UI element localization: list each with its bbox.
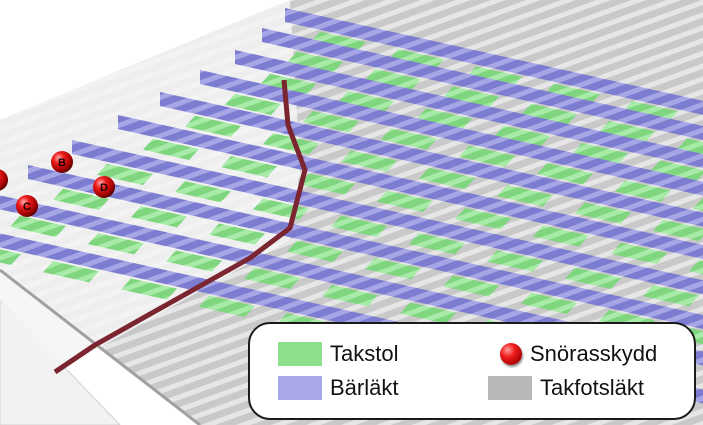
rafter-segment [166, 250, 222, 272]
rafter-segment [310, 31, 366, 53]
batten-strip [262, 28, 703, 140]
rafter-segment [693, 197, 703, 211]
rafter-segment [497, 185, 553, 207]
rafter-segment [487, 250, 543, 272]
rafter-segment [225, 93, 281, 115]
rafter-segment [287, 240, 343, 262]
rafter-segment [443, 86, 499, 108]
rafter-segment [244, 267, 300, 289]
rafter-segment [0, 249, 21, 265]
rafter-segment [575, 202, 631, 224]
rafter-segment [260, 73, 316, 95]
legend-item-takfotslakt: Takfotsläkt [488, 376, 644, 400]
rafter-segment [455, 208, 511, 230]
rafter-segment [299, 173, 355, 195]
legend-item-snorasskydd: Snörasskydd [500, 343, 657, 365]
rafter-segment [653, 219, 703, 241]
rafter-segment [199, 295, 255, 317]
rafter-segment [365, 258, 421, 280]
rafter-segment [533, 225, 589, 247]
rafter-segment [10, 215, 66, 237]
rafter-segment [599, 121, 655, 143]
batten-strip [72, 140, 703, 295]
rafter-segment [409, 233, 465, 255]
rafter-segment [221, 156, 277, 178]
roof-section-line [53, 79, 308, 375]
batten-strip [118, 115, 703, 259]
rafter-segment [331, 215, 387, 237]
takfotslakt-swatch [488, 376, 532, 400]
snow-guard-marker: B [51, 151, 73, 173]
rafter-segment [341, 150, 397, 172]
legend-label: Bärläkt [330, 375, 399, 400]
marker-label-b: B [58, 157, 66, 169]
rafter-segment [521, 103, 577, 125]
rafter-segment [338, 91, 394, 113]
rafter-segment [521, 292, 577, 314]
legend-item-barlakt: Bärläkt [278, 376, 398, 400]
rafter-segment [322, 285, 378, 307]
batten-strip [160, 92, 703, 227]
rafter-segment [537, 163, 593, 185]
marker-label-d: D [100, 182, 108, 194]
takstol-swatch [278, 342, 322, 366]
rafter-segment [143, 138, 199, 160]
snow-guard-marker: C [16, 195, 38, 217]
legend-item-takstol: Takstol [278, 342, 398, 366]
rafter-segment [416, 108, 472, 130]
snow-guard-marker: D [93, 176, 115, 198]
red-ball-icon [500, 343, 522, 365]
rafter-segment [263, 133, 319, 155]
snow-guard-marker [0, 169, 8, 191]
rafter-segment [97, 163, 153, 185]
rafter-segment [443, 275, 499, 297]
legend-label: Snörasskydd [530, 341, 658, 366]
rafter-segment [121, 278, 177, 300]
rafter-segment [622, 101, 678, 123]
rafter-segment [611, 242, 667, 264]
legend-label: Takstol [330, 341, 399, 366]
rafter-segment [185, 115, 241, 137]
rafter-segment [377, 190, 433, 212]
rafter-segment [419, 167, 475, 189]
rafter-segment [494, 125, 550, 147]
rafter-segment [544, 83, 600, 105]
rafter-segment [303, 111, 359, 133]
rafter-segment [400, 302, 456, 324]
rafter-segment [209, 223, 265, 245]
rafter-segment [677, 138, 703, 156]
rafter-segment [565, 267, 621, 289]
rafter-segment [53, 188, 109, 210]
barlakt-swatch [278, 376, 322, 400]
rafter-segments [0, 31, 703, 404]
rafter-segment [43, 261, 99, 283]
batten-strip [235, 50, 703, 168]
legend: Takstol Snörasskydd Bärläkt Takfotsläkt [248, 322, 696, 420]
rafter-segment [689, 260, 703, 275]
rafter-segment [365, 69, 421, 91]
marker-label-c: C [23, 201, 31, 213]
batten-strip [28, 165, 703, 329]
rafter-segment [615, 180, 671, 202]
rafter-segment [88, 233, 144, 255]
rafter-segment [466, 66, 522, 88]
rafter-segment [643, 285, 699, 307]
rafter-segment [131, 206, 187, 228]
rafter-segment [175, 181, 231, 203]
rafter-segment [650, 160, 703, 182]
eave-edge [0, 268, 201, 425]
batten-strip [285, 8, 703, 115]
rafter-segment [381, 128, 437, 150]
rafter-segment [572, 143, 628, 165]
rafter-segment [459, 145, 515, 167]
rafter-segment [388, 49, 444, 71]
rafter-segment [287, 51, 343, 73]
batten-strip [200, 70, 703, 196]
legend-label: Takfotsläkt [540, 375, 644, 400]
